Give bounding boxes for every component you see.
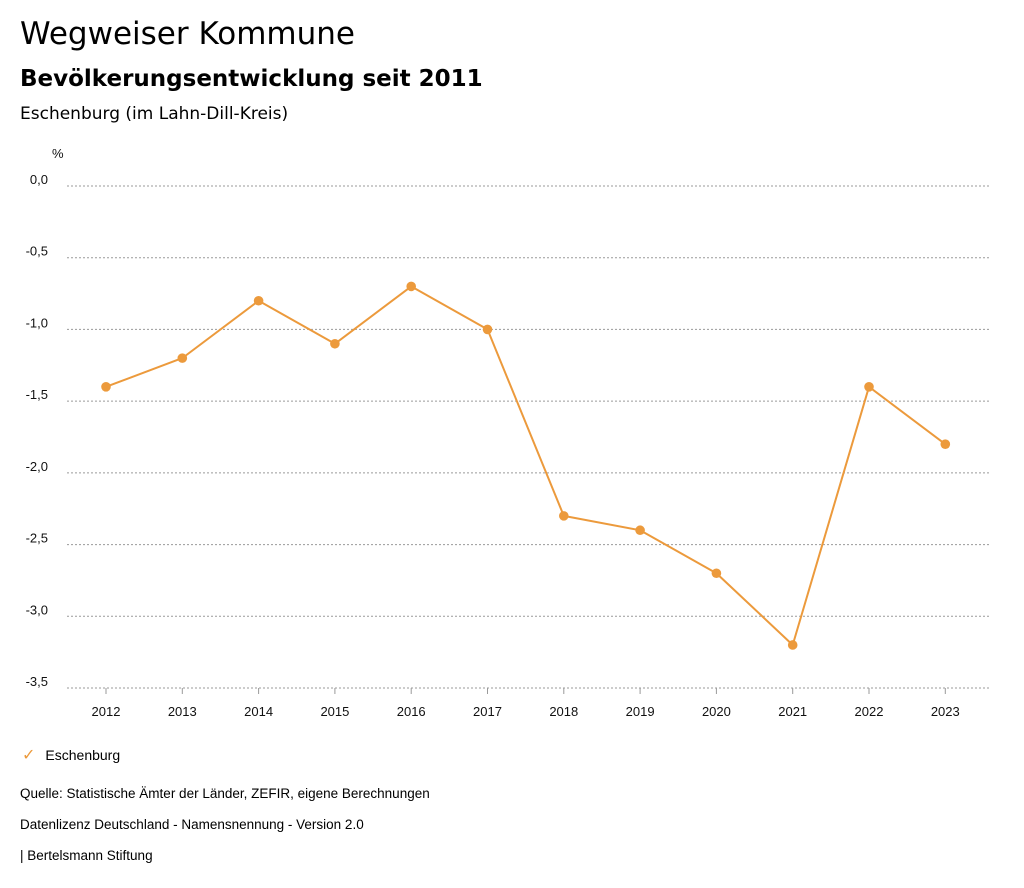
y-axis-unit: % (52, 146, 64, 161)
region-label: Eschenburg (im Lahn-Dill-Kreis) (20, 104, 289, 124)
x-tick-label: 2012 (92, 704, 121, 719)
x-tick-label: 2018 (549, 704, 578, 719)
y-tick-label: -1,5 (26, 387, 48, 402)
x-tick-label: 2023 (931, 704, 960, 719)
legend-label: Eschenburg (45, 747, 121, 763)
x-tick-label: 2021 (778, 704, 807, 719)
data-point[interactable] (711, 568, 722, 579)
x-tick-label: 2020 (702, 704, 731, 719)
x-tick-label: 2022 (855, 704, 884, 719)
data-point[interactable] (559, 511, 569, 521)
check-icon: ✓ (22, 747, 36, 764)
y-tick-label: -0,5 (26, 244, 48, 259)
data-point[interactable] (253, 295, 264, 306)
series-eschenburg (101, 281, 951, 650)
data-point[interactable] (635, 525, 645, 536)
chart-subtitle: Bevölkerungsentwicklung seit 2011 (20, 66, 483, 92)
x-axis: 2012 2013 2014 2015 2016 2017 2018 2019 2020 2021… (92, 688, 960, 719)
data-point[interactable] (101, 382, 111, 392)
y-tick-label: -1,0 (26, 315, 48, 330)
x-tick-label: 2017 (473, 704, 502, 719)
y-tick-label: -3,0 (26, 602, 48, 617)
license-note: Datenlizenz Deutschland - Namensnennung … (20, 817, 364, 832)
data-point[interactable] (864, 382, 874, 392)
y-tick-label: -3,5 (26, 674, 48, 689)
data-point[interactable] (177, 353, 188, 363)
data-point[interactable] (330, 338, 340, 349)
x-tick-label: 2019 (626, 704, 655, 719)
y-tick-label: -2,5 (26, 531, 48, 546)
y-tick-label: -2,0 (26, 459, 48, 474)
line-chart: % 0,0-0,5-1,0-1,5-2,0-2,5-3,0-3,5 2012 20… (26, 146, 990, 719)
x-tick-label: 2016 (397, 704, 426, 719)
page-title: Wegweiser Kommune (20, 16, 355, 52)
y-axis-ticks: 0,0 -0,5 -1,0 -1,5 -2,0 -2,5 -3,0 -3,5 (26, 172, 48, 689)
publisher-note: | Bertelsmann Stiftung (20, 848, 153, 863)
x-tick-label: 2013 (168, 704, 197, 719)
x-tick-label: 2015 (320, 704, 349, 719)
series-line (105, 285, 946, 646)
source-note: Quelle: Statistische Ämter der Länder, Z… (20, 786, 430, 801)
x-tick-label: 2014 (244, 704, 273, 719)
data-point[interactable] (787, 640, 798, 650)
data-point[interactable] (482, 324, 493, 335)
grid (67, 185, 990, 689)
data-point[interactable] (406, 281, 417, 292)
legend[interactable]: ✓ Eschenburg (22, 745, 120, 765)
data-point[interactable] (940, 439, 951, 449)
y-tick-label: 0,0 (30, 172, 48, 187)
